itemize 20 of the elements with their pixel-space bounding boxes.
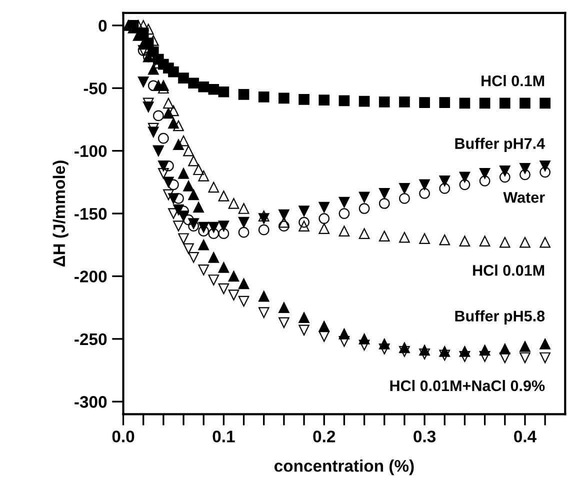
y-tick-label: -150	[74, 208, 107, 220]
y-tick-label: -250	[74, 333, 107, 346]
series-label: HCl 0.01M	[473, 264, 544, 276]
series-label: Water	[503, 192, 545, 203]
x-tick-label: 0.0	[112, 430, 134, 442]
series-label: Buffer pH7.4	[455, 138, 545, 152]
y-axis-title: ΔH (J/mmole)	[52, 160, 68, 267]
x-tick-label: 0.4	[514, 430, 536, 442]
y-tick-label: -300	[74, 396, 107, 408]
y-tick-label: -50	[84, 82, 107, 94]
y-tick-label: 0	[98, 20, 107, 32]
y-tick-label: -200	[74, 270, 107, 282]
series-label: HCl 0.1M	[482, 75, 544, 86]
x-tick-label: 0.3	[414, 430, 436, 442]
y-tick-label: -100	[74, 145, 107, 158]
series-label: Buffer pH5.8	[455, 310, 545, 324]
x-axis-title: concentration (%)	[274, 460, 414, 476]
x-tick-label: 0.2	[313, 430, 336, 442]
series-label: HCl 0.01M+NaCl 0.9%	[390, 380, 545, 392]
x-tick-label: 0.1	[212, 430, 235, 442]
